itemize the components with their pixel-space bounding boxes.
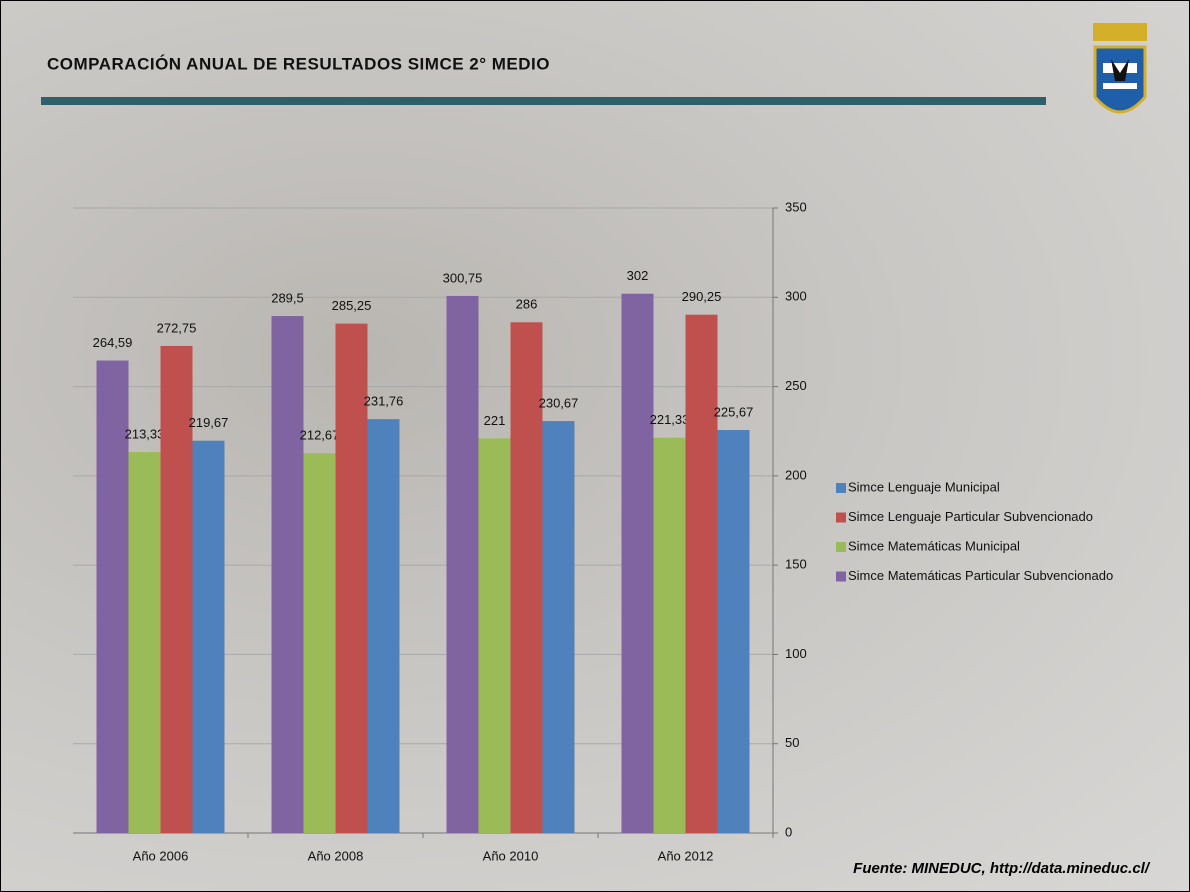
data-label: 212,67 xyxy=(300,428,340,443)
legend-swatch xyxy=(836,542,846,552)
y-tick-label: 200 xyxy=(785,467,807,482)
data-label: 286 xyxy=(516,297,538,312)
data-label: 272,75 xyxy=(157,320,197,335)
x-tick-label: Año 2008 xyxy=(308,848,364,863)
bar xyxy=(654,438,686,833)
x-tick-label: Año 2012 xyxy=(658,848,714,863)
y-tick-label: 250 xyxy=(785,378,807,393)
bar xyxy=(686,315,718,833)
data-label: 230,67 xyxy=(539,396,579,411)
slide: COMPARACIÓN ANUAL DE RESULTADOS SIMCE 2°… xyxy=(0,0,1190,892)
data-label: 285,25 xyxy=(332,298,372,313)
y-tick-label: 50 xyxy=(785,735,799,750)
x-tick-label: Año 2006 xyxy=(133,848,189,863)
data-label: 302 xyxy=(627,268,649,283)
data-label: 289,5 xyxy=(271,290,304,305)
source-note: Fuente: MINEDUC, http://data.mineduc.cl/ xyxy=(853,860,1151,877)
data-label: 219,67 xyxy=(189,415,229,430)
y-tick-label: 0 xyxy=(785,824,792,839)
legend-label: Simce Lenguaje Municipal xyxy=(848,479,1000,494)
bar xyxy=(622,294,654,833)
data-label: 221,33 xyxy=(650,412,690,427)
data-label: 300,75 xyxy=(443,270,483,285)
bar xyxy=(129,452,161,833)
legend-swatch xyxy=(836,513,846,523)
legend-swatch xyxy=(836,572,846,582)
y-tick-label: 100 xyxy=(785,646,807,661)
y-tick-label: 150 xyxy=(785,557,807,572)
bar xyxy=(304,453,336,833)
bar xyxy=(543,421,575,833)
y-tick-label: 350 xyxy=(785,199,807,214)
data-label: 213,33 xyxy=(125,426,165,441)
legend-label: Simce Matemáticas Municipal xyxy=(848,538,1020,553)
legend-label: Simce Matemáticas Particular Subvenciona… xyxy=(848,568,1113,583)
x-tick-label: Año 2010 xyxy=(483,848,539,863)
title-underline xyxy=(41,97,1046,105)
bar xyxy=(193,441,225,833)
data-label: 290,25 xyxy=(682,289,722,304)
bar xyxy=(479,438,511,833)
data-label: 264,59 xyxy=(93,335,133,350)
legend-swatch xyxy=(836,483,846,493)
logo xyxy=(1093,23,1147,112)
data-label: 231,76 xyxy=(364,394,404,409)
data-label: 225,67 xyxy=(714,404,754,419)
y-tick-label: 300 xyxy=(785,289,807,304)
chart: COMPARACIÓN ANUAL DE RESULTADOS SIMCE 2°… xyxy=(1,1,1189,891)
legend-label: Simce Lenguaje Particular Subvencionado xyxy=(848,509,1093,524)
data-label: 221 xyxy=(484,413,506,428)
bar xyxy=(368,419,400,833)
bar xyxy=(718,430,750,833)
chart-title: COMPARACIÓN ANUAL DE RESULTADOS SIMCE 2°… xyxy=(47,54,550,73)
bar xyxy=(447,296,479,833)
bar xyxy=(272,316,304,833)
